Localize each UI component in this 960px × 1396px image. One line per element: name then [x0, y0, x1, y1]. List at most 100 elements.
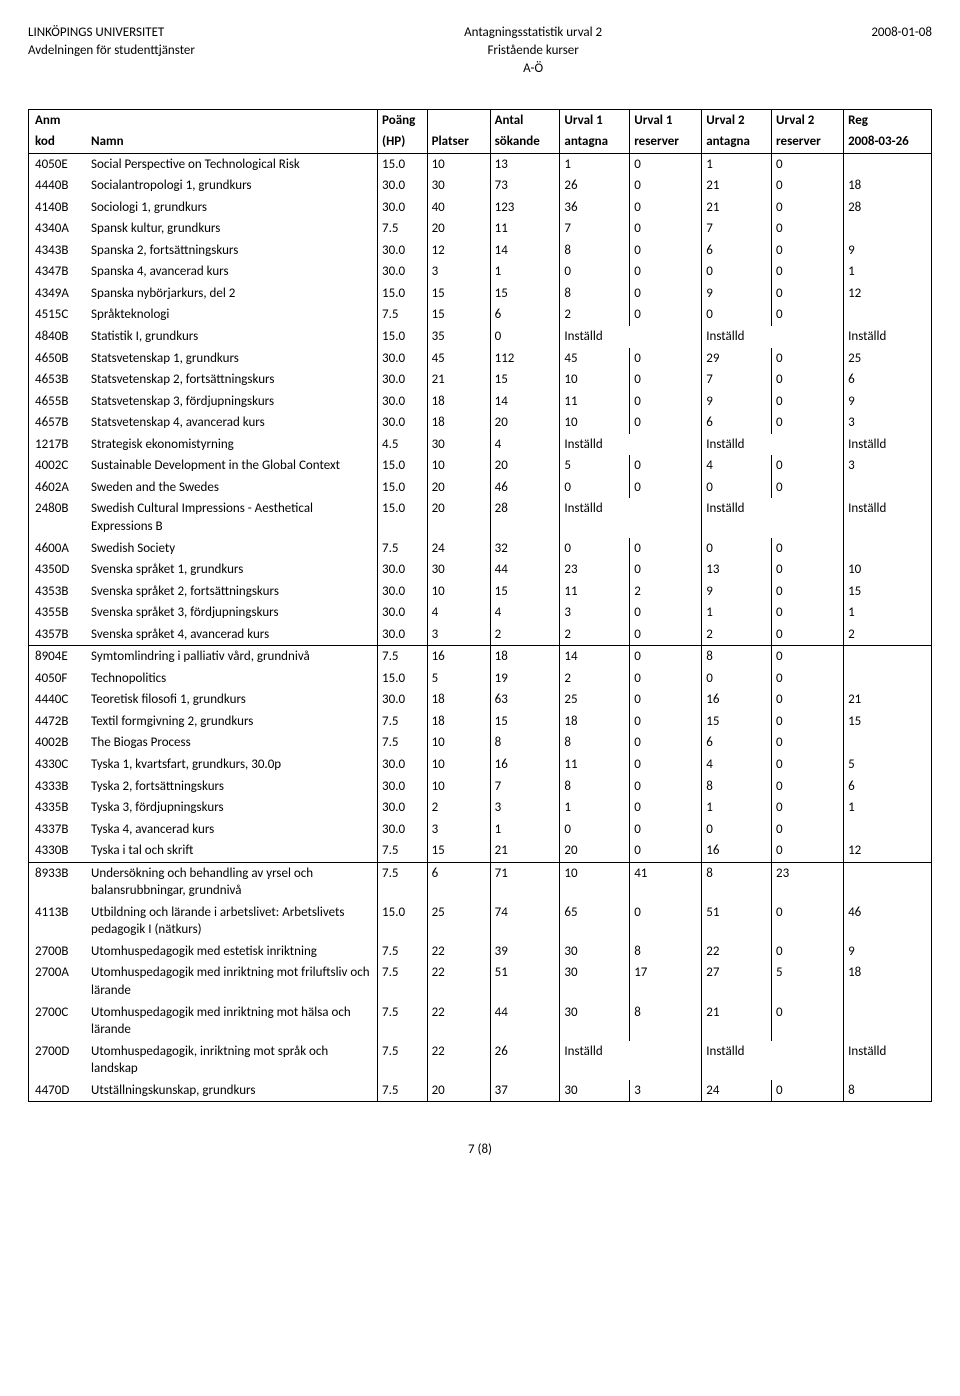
cell-u1r: 0 [630, 776, 702, 798]
cell-name: Social Perspective on Technological Risk [87, 153, 377, 175]
cell-u1a: 20 [560, 840, 630, 862]
cell-u2r: 0 [772, 261, 844, 283]
cell-platser: 25 [427, 902, 490, 941]
cell-sokande: 39 [490, 941, 560, 963]
table-row: 2700CUtomhuspedagogik med inriktning mot… [29, 1002, 932, 1041]
cell-platser: 15 [427, 304, 490, 326]
cell-installd: Inställd [844, 434, 932, 456]
cell-sokande: 73 [490, 175, 560, 197]
cell-u1a: 10 [560, 369, 630, 391]
cell-u2r: 0 [772, 153, 844, 175]
cell-u1a: 23 [560, 559, 630, 581]
cell-u2a: 13 [702, 559, 772, 581]
cell-reg: 3 [844, 412, 932, 434]
cell-reg [844, 862, 932, 902]
table-row: 4515CSpråkteknologi7.51562000 [29, 304, 932, 326]
cell-u1a: 10 [560, 862, 630, 902]
cell-u1a: 30 [560, 1002, 630, 1041]
cell-u1r: 0 [630, 391, 702, 413]
cell-u1a: 0 [560, 477, 630, 499]
cell-reg: 15 [844, 711, 932, 733]
cell-hp: 15.0 [378, 283, 428, 305]
cell-installd: Inställd [844, 1041, 932, 1080]
col-reserver2: reserver [772, 131, 844, 153]
cell-sokande: 15 [490, 581, 560, 603]
cell-u1a: 0 [560, 819, 630, 841]
col-regdate: 2008-03-26 [844, 131, 932, 153]
cell-u2r: 0 [772, 538, 844, 560]
cell-sokande: 18 [490, 646, 560, 668]
cell-u1r: 0 [630, 624, 702, 646]
cell-hp: 7.5 [378, 962, 428, 1001]
col-blank [87, 109, 377, 131]
cell-u2r: 0 [772, 941, 844, 963]
cell-u1r: 0 [630, 348, 702, 370]
col-u2r: Urval 2 [772, 109, 844, 131]
cell-u2r: 0 [772, 1002, 844, 1041]
cell-code: 4140B [29, 197, 88, 219]
table-row: 4002CSustainable Development in the Glob… [29, 455, 932, 477]
cell-u1r: 0 [630, 646, 702, 668]
cell-u1r: 0 [630, 711, 702, 733]
cell-code: 4353B [29, 581, 88, 603]
cell-u2a: 15 [702, 711, 772, 733]
cell-hp: 7.5 [378, 218, 428, 240]
cell-u2r: 0 [772, 840, 844, 862]
cell-hp: 7.5 [378, 1041, 428, 1080]
cell-name: Sweden and the Swedes [87, 477, 377, 499]
cell-platser: 22 [427, 1041, 490, 1080]
cell-u2a: 4 [702, 754, 772, 776]
cell-u1a: 10 [560, 412, 630, 434]
table-row: 4335BTyska 3, fördjupningskurs30.0231010… [29, 797, 932, 819]
table-row: 4440CTeoretisk filosofi 1, grundkurs30.0… [29, 689, 932, 711]
cell-reg: 46 [844, 902, 932, 941]
doc-subtitle: Fristående kurser [464, 42, 602, 60]
cell-code: 1217B [29, 434, 88, 456]
cell-hp: 7.5 [378, 538, 428, 560]
cell-hp: 30.0 [378, 754, 428, 776]
page-header: LINKÖPINGS UNIVERSITET Avdelningen för s… [28, 24, 932, 79]
cell-hp: 15.0 [378, 902, 428, 941]
cell-sokande: 14 [490, 240, 560, 262]
cell-code: 4330B [29, 840, 88, 862]
cell-sokande: 44 [490, 559, 560, 581]
cell-hp: 7.5 [378, 840, 428, 862]
cell-code: 4050F [29, 668, 88, 690]
cell-platser: 40 [427, 197, 490, 219]
cell-installd: Inställd [702, 326, 844, 348]
cell-sokande: 4 [490, 602, 560, 624]
cell-u2a: 2 [702, 624, 772, 646]
cell-platser: 10 [427, 581, 490, 603]
cell-reg: 2 [844, 624, 932, 646]
cell-u2a: 8 [702, 646, 772, 668]
cell-platser: 3 [427, 261, 490, 283]
cell-code: 4357B [29, 624, 88, 646]
cell-platser: 24 [427, 538, 490, 560]
cell-name: Statsvetenskap 2, fortsättningskurs [87, 369, 377, 391]
cell-reg: 1 [844, 261, 932, 283]
cell-u2a: 7 [702, 218, 772, 240]
cell-hp: 30.0 [378, 776, 428, 798]
cell-u1a: 0 [560, 261, 630, 283]
table-row: 4349ASpanska nybörjarkurs, del 215.01515… [29, 283, 932, 305]
cell-sokande: 71 [490, 862, 560, 902]
cell-hp: 4.5 [378, 434, 428, 456]
table-row: 4140BSociologi 1, grundkurs30.0401233602… [29, 197, 932, 219]
cell-platser: 45 [427, 348, 490, 370]
header-left: LINKÖPINGS UNIVERSITET Avdelningen för s… [28, 24, 195, 79]
table-row: 4440BSocialantropologi 1, grundkurs30.03… [29, 175, 932, 197]
cell-name: Utomhuspedagogik med inriktning mot häls… [87, 1002, 377, 1041]
cell-u1r: 0 [630, 602, 702, 624]
cell-platser: 18 [427, 711, 490, 733]
cell-sokande: 20 [490, 412, 560, 434]
cell-reg [844, 153, 932, 175]
table-row: 2700AUtomhuspedagogik med inriktning mot… [29, 962, 932, 1001]
cell-name: Sustainable Development in the Global Co… [87, 455, 377, 477]
col-poang: Poäng [378, 109, 428, 131]
col-sokande: sökande [490, 131, 560, 153]
cell-reg: 6 [844, 369, 932, 391]
cell-u2a: 8 [702, 862, 772, 902]
cell-sokande: 51 [490, 962, 560, 1001]
col-reg: Reg [844, 109, 932, 131]
cell-u1a: 11 [560, 581, 630, 603]
